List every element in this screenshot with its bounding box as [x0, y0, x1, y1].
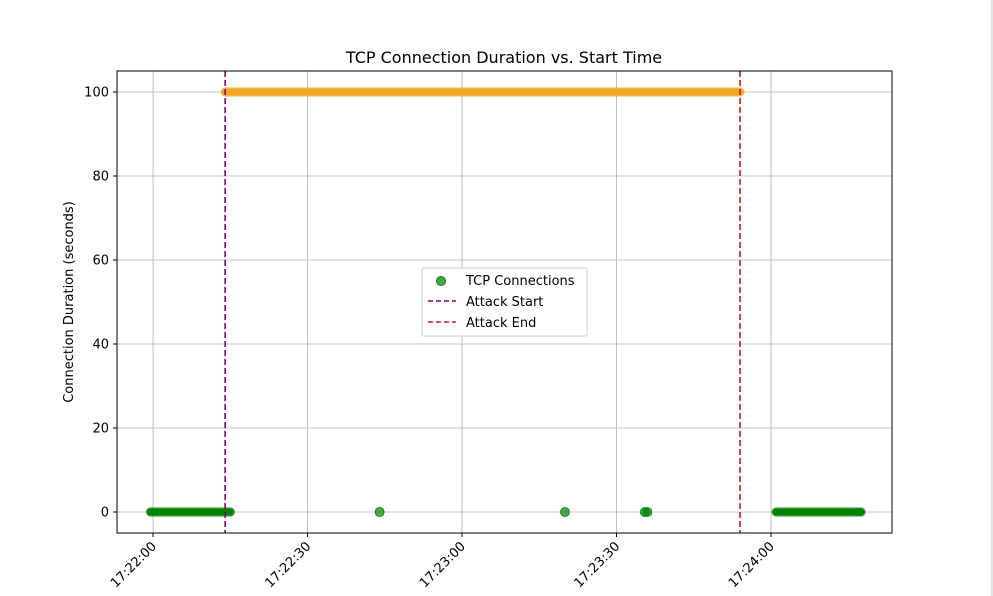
attack-lines: [224, 71, 741, 533]
legend-box: [421, 267, 588, 337]
window-edge: [991, 0, 993, 596]
y-tick-label: 40: [92, 338, 109, 353]
data-marks: [145, 87, 866, 517]
series-0-point: [560, 507, 570, 517]
legend-label-attack-start: Attack Start: [466, 295, 543, 310]
legend-marker-tcp-connections: [436, 276, 446, 286]
series-0-point: [642, 507, 653, 517]
y-tick-label: 20: [92, 422, 109, 437]
legend-label-attack-end: Attack End: [466, 316, 536, 331]
series-0-point: [374, 507, 385, 517]
plot-frame: [116, 70, 893, 534]
chart-title: TCP Connection Duration vs. Start Time: [345, 48, 662, 67]
y-tick-label: 60: [92, 254, 109, 269]
y-tick-label: 0: [101, 506, 109, 521]
y-tick-label: 80: [92, 170, 109, 185]
legend-label-tcp-connections: TCP Connections: [465, 274, 575, 289]
y-axis: 0 20 40 60 80 100: [84, 86, 117, 521]
legend: TCP Connections Attack Start Attack End: [421, 267, 588, 337]
y-tick-label: 100: [84, 86, 109, 101]
y-axis-label: Connection Duration (seconds): [62, 201, 77, 403]
